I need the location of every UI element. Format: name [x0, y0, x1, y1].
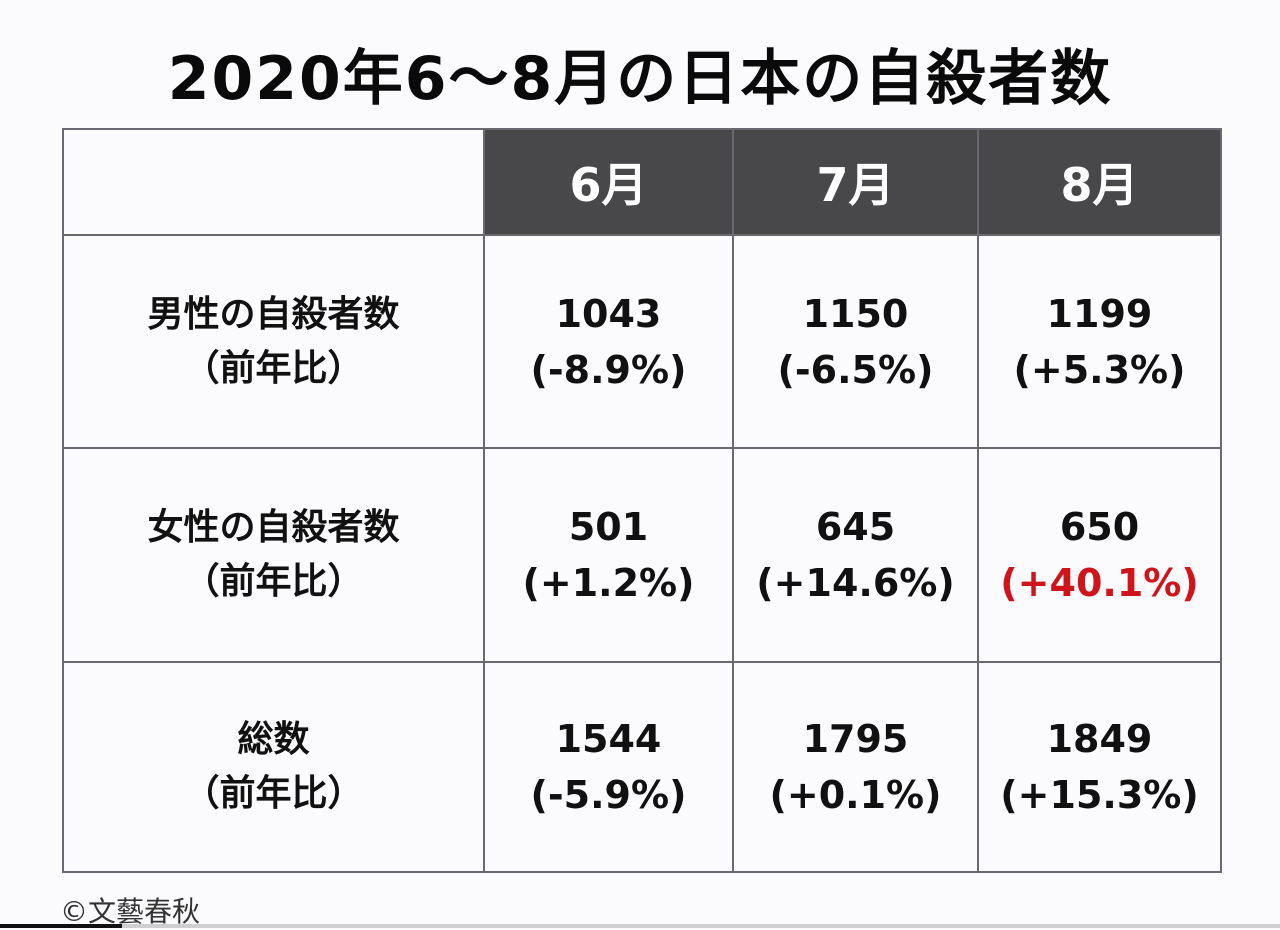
data-cell: 501 (+1.2%) [483, 447, 734, 663]
data-cell: 1795 (+0.1%) [732, 661, 979, 873]
row-label-cell: 総数 （前年比） [62, 661, 485, 873]
row-sublabel: （前年比） [183, 561, 364, 602]
change-value: (+15.3%) [1000, 773, 1199, 817]
count-value: 1849 [1046, 717, 1153, 761]
change-value: (+0.1%) [769, 773, 942, 817]
table-row-total: 総数 （前年比） 1544 (-5.9%) 1795 (+0.1%) 1849 (+15… [62, 661, 1222, 873]
change-value: (+1.2%) [522, 561, 695, 605]
bottom-scrollbar [0, 924, 1280, 928]
data-cell: 1544 (-5.9%) [483, 661, 734, 873]
data-cell: 1849 (+15.3%) [977, 661, 1222, 873]
data-cell: 1199 (+5.3%) [977, 234, 1222, 449]
data-cell: 1043 (-8.9%) [483, 234, 734, 449]
row-label: 総数 [237, 719, 310, 760]
change-value-highlighted: (+40.1%) [1000, 561, 1199, 605]
row-label: 男性の自殺者数 [147, 293, 400, 335]
count-value: 501 [568, 505, 649, 549]
page-title: 2020年6～8月の日本の自殺者数 [167, 44, 1113, 114]
row-sublabel: （前年比） [183, 773, 364, 814]
row-label: 女性の自殺者数 [147, 507, 400, 548]
change-value: (+5.3%) [1013, 347, 1186, 392]
count-value: 1043 [555, 291, 662, 336]
data-cell: 650 (+40.1%) [977, 447, 1222, 663]
suicide-statistics-table: 6月 7月 8月 男性の自殺者数 （前年比） 1043 (-8.9%) 1150 (-… [62, 128, 1222, 873]
row-sublabel: （前年比） [183, 347, 364, 389]
table-header-row: 6月 7月 8月 [62, 128, 1222, 236]
count-value: 645 [815, 505, 896, 549]
change-value: (-6.5%) [777, 347, 934, 392]
scrollbar-thumb [0, 924, 122, 928]
copyright-credit: ©文藝春秋 [60, 895, 201, 928]
column-header-august: 8月 [977, 128, 1222, 236]
row-label-cell: 女性の自殺者数 （前年比） [62, 447, 485, 663]
table-row-female: 女性の自殺者数 （前年比） 501 (+1.2%) 645 (+14.6%) 650 (… [62, 447, 1222, 663]
count-value: 1795 [802, 717, 909, 761]
column-header-june: 6月 [483, 128, 734, 236]
change-value: (+14.6%) [756, 561, 955, 605]
change-value: (-5.9%) [530, 773, 687, 817]
count-value: 650 [1059, 505, 1140, 549]
count-value: 1150 [802, 291, 909, 336]
data-cell: 645 (+14.6%) [732, 447, 979, 663]
table-row-male: 男性の自殺者数 （前年比） 1043 (-8.9%) 1150 (-6.5%) 119… [62, 234, 1222, 449]
count-value: 1544 [555, 717, 662, 761]
data-cell: 1150 (-6.5%) [732, 234, 979, 449]
row-label-cell: 男性の自殺者数 （前年比） [62, 234, 485, 449]
column-header-july: 7月 [732, 128, 979, 236]
header-corner-cell [62, 128, 485, 236]
count-value: 1199 [1046, 291, 1153, 336]
change-value: (-8.9%) [530, 347, 687, 392]
